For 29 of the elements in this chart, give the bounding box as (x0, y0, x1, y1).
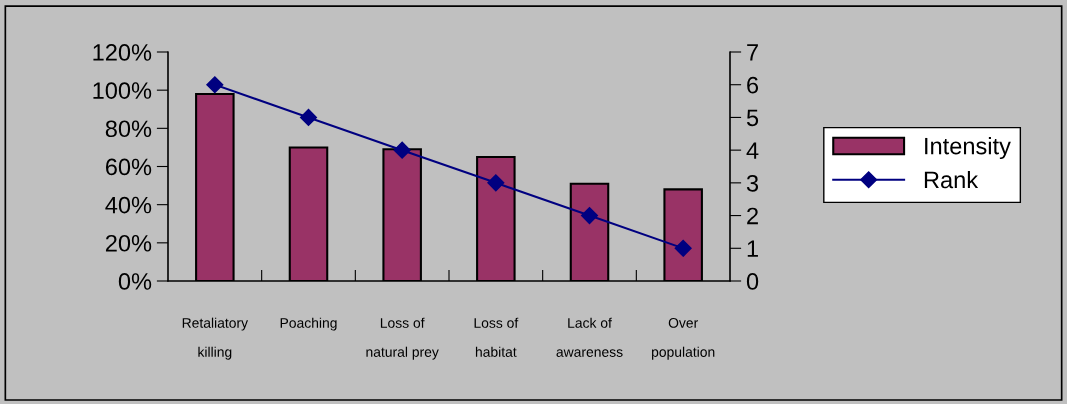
y2-tick-label: 6 (747, 76, 759, 94)
point (299, 108, 318, 126)
y-tick-label: 60% (105, 158, 152, 176)
category-label: Loss of habitat (474, 317, 519, 357)
y-tick-label: 100% (93, 82, 152, 99)
point (487, 174, 505, 192)
y-tick-label: 0% (118, 273, 152, 290)
y-tick-label: 120% (93, 44, 152, 61)
y2-tick-label: 7 (747, 44, 758, 61)
category-label: Loss of natural prey (366, 317, 439, 360)
y-tick-label: 80% (105, 120, 152, 138)
y-tick-label: 40% (105, 196, 152, 214)
y-tick-label: 20% (105, 234, 152, 252)
legend-label: Rank (924, 170, 979, 189)
point (393, 141, 411, 159)
legend-label: Intensity (925, 137, 1011, 160)
x-tick-label: Poaching (280, 317, 337, 331)
y2-tick-label: 4 (746, 142, 759, 159)
category-label: Over population (652, 318, 715, 360)
point (206, 76, 224, 94)
category-label: Lack of awareness (556, 317, 623, 357)
y2-tick-label: 2 (747, 207, 758, 225)
x-tick-label: Retaliatory killing (182, 317, 248, 360)
y2-tick-label: 3 (746, 174, 759, 192)
y2-tick-label: 0 (746, 273, 759, 290)
point (674, 239, 692, 257)
y2-tick-label: 1 (747, 240, 758, 257)
point (580, 207, 599, 225)
y2-tick-label: 5 (746, 109, 759, 127)
